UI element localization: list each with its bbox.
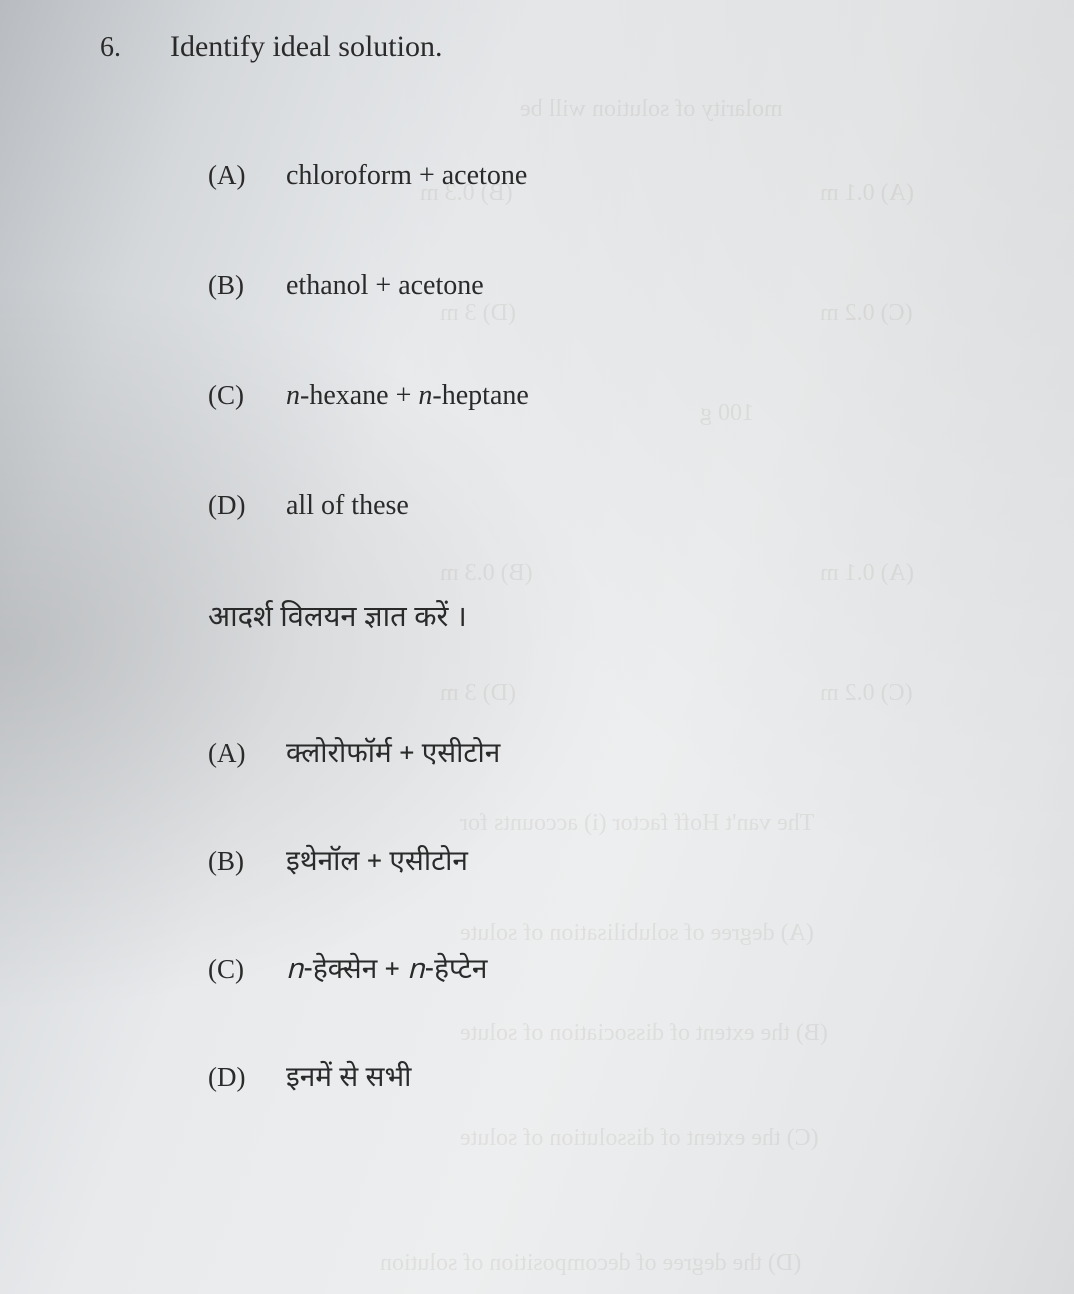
option-b-en: (B) ethanol + acetone bbox=[208, 270, 1014, 302]
italic-n: n bbox=[418, 380, 432, 411]
option-label: (B) bbox=[208, 270, 252, 301]
option-text: all of these bbox=[286, 490, 409, 522]
option-label: (A) bbox=[208, 738, 252, 769]
option-text: क्लोरोफॉर्म + एसीटोन bbox=[286, 738, 500, 774]
exam-page: 6. Identify ideal solution. (A) chlorofo… bbox=[0, 0, 1074, 1138]
option-c-en: (C) n-hexane + n-heptane bbox=[208, 380, 1014, 412]
option-d-en: (D) all of these bbox=[208, 490, 1014, 522]
option-label: (A) bbox=[208, 160, 252, 191]
text-part: -heptane bbox=[432, 380, 528, 411]
option-text: इथेनॉल + एसीटोन bbox=[286, 846, 468, 882]
option-label: (D) bbox=[208, 490, 252, 521]
option-text: chloroform + acetone bbox=[286, 160, 527, 192]
ghost-text: (D) the degree of decomposition of solut… bbox=[380, 1250, 801, 1277]
option-label: (C) bbox=[208, 954, 252, 985]
option-a-en: (A) chloroform + acetone bbox=[208, 160, 1014, 192]
option-b-hi: (B) इथेनॉल + एसीटोन bbox=[208, 846, 1014, 882]
option-a-hi: (A) क्लोरोफॉर्म + एसीटोन bbox=[208, 738, 1014, 774]
italic-n: n bbox=[286, 954, 303, 990]
option-label: (D) bbox=[208, 1062, 252, 1093]
option-label: (B) bbox=[208, 846, 252, 877]
option-text: n-hexane + n-heptane bbox=[286, 380, 529, 412]
option-text: ethanol + acetone bbox=[286, 270, 484, 302]
question-number: 6. bbox=[100, 32, 134, 64]
text-part: -hexane + bbox=[300, 380, 418, 411]
option-d-hi: (D) इनमें से सभी bbox=[208, 1062, 1014, 1098]
question-row: 6. Identify ideal solution. bbox=[100, 30, 1014, 64]
question-text-hi: आदर्श विलयन ज्ञात करें । bbox=[208, 600, 1014, 638]
options-hi: (A) क्लोरोफॉर्म + एसीटोन (B) इथेनॉल + एस… bbox=[208, 738, 1014, 1098]
question-text-en: Identify ideal solution. bbox=[170, 30, 442, 64]
text-part: -हेक्सेन + bbox=[303, 954, 407, 990]
option-text: इनमें से सभी bbox=[286, 1062, 411, 1098]
option-c-hi: (C) n-हेक्सेन + n-हेप्टेन bbox=[208, 954, 1014, 990]
option-text: n-हेक्सेन + n-हेप्टेन bbox=[286, 954, 487, 990]
option-label: (C) bbox=[208, 380, 252, 411]
options-en: (A) chloroform + acetone (B) ethanol + a… bbox=[208, 160, 1014, 522]
text-part: -हेप्टेन bbox=[425, 954, 488, 990]
italic-n: n bbox=[286, 380, 300, 411]
italic-n: n bbox=[407, 954, 424, 990]
